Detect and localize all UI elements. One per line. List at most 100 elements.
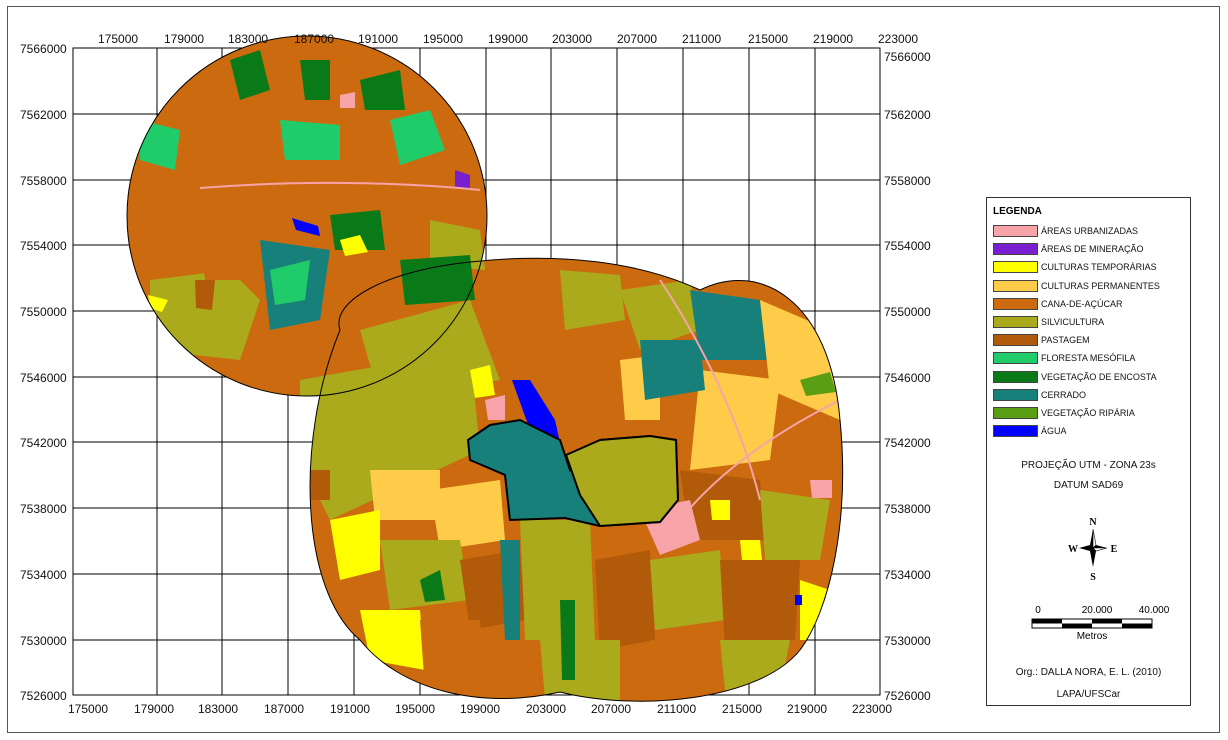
x-tick-bottom: 179000: [134, 702, 174, 716]
legend-label: FLORESTA MESÓFILA: [1041, 353, 1136, 364]
x-tick-bottom: 203000: [526, 702, 566, 716]
legend-item: VEGETAÇÃO RIPÁRIA: [993, 406, 1135, 420]
legend-swatch: [993, 388, 1038, 401]
x-tick-bottom: 199000: [460, 702, 500, 716]
legend-title: LEGENDA: [993, 206, 1042, 217]
x-tick-bottom: 211000: [657, 702, 696, 716]
y-tick-left: 7546000: [20, 371, 67, 385]
x-axis-bottom: 175000 179000 183000 187000 191000 19500…: [68, 702, 892, 716]
y-tick-left: 7538000: [20, 502, 67, 516]
legend-swatch: [993, 316, 1038, 328]
institution-credit: LAPA/UFSCar: [1056, 689, 1121, 700]
legend-label: ÁGUA: [1041, 426, 1067, 437]
x-tick-bottom: 175000: [68, 702, 108, 716]
x-tick-top: 179000: [164, 32, 204, 46]
y-tick-right: 7558000: [884, 174, 931, 188]
y-tick-left: 7530000: [20, 634, 67, 648]
datum-label: DATUM SAD69: [1053, 480, 1124, 491]
y-tick-left: 7534000: [20, 568, 67, 582]
x-tick-top: 187000: [294, 32, 334, 46]
legend-item: SILVICULTURA: [993, 315, 1104, 329]
y-tick-left: 7550000: [20, 305, 67, 319]
x-tick-top: 175000: [98, 32, 138, 46]
y-tick-right: 7546000: [884, 371, 931, 385]
legend-swatch: [993, 352, 1038, 365]
y-axis-left: 7566000 7562000 7558000 7554000 7550000 …: [20, 42, 67, 703]
x-tick-top: 183000: [228, 32, 268, 46]
legend-item: PASTAGEM: [993, 333, 1090, 347]
y-tick-left: 7566000: [20, 42, 67, 56]
x-tick-top: 203000: [552, 32, 592, 46]
legend-swatch: [993, 407, 1038, 419]
y-tick-right: 7538000: [884, 502, 931, 516]
legend-item: CULTURAS PERMANENTES: [993, 279, 1160, 293]
y-tick-left: 7526000: [20, 689, 67, 703]
x-tick-bottom: 183000: [198, 702, 238, 716]
north-arrow-icon: N W E S: [1068, 517, 1118, 583]
legend-label: VEGETAÇÃO RIPÁRIA: [1041, 408, 1135, 418]
y-tick-right: 7534000: [884, 568, 931, 582]
legend-label: CERRADO: [1041, 389, 1087, 400]
legend-swatch: [993, 243, 1038, 256]
legend-label: CULTURAS TEMPORÁRIAS: [1041, 262, 1157, 273]
legend-label: CULTURAS PERMANENTES: [1041, 280, 1160, 291]
legend-label: ÁREAS URBANIZADAS: [1041, 226, 1139, 236]
legend-label: SILVICULTURA: [1041, 317, 1105, 327]
y-tick-left: 7558000: [20, 174, 67, 188]
legend-swatch: [993, 334, 1038, 347]
x-tick-bottom: 191000: [330, 702, 370, 716]
y-tick-left: 7554000: [20, 239, 67, 253]
land-use-layer: [127, 36, 843, 702]
y-tick-right: 7550000: [884, 305, 931, 319]
x-tick-top: 211000: [682, 32, 721, 46]
y-tick-right: 7554000: [884, 239, 931, 253]
compass-s: S: [1090, 572, 1096, 583]
x-tick-bottom: 195000: [395, 702, 435, 716]
x-tick-top: 223000: [878, 32, 918, 46]
author-credit: Org.: DALLA NORA, E. L. (2010): [1015, 667, 1162, 678]
x-tick-bottom: 223000: [852, 702, 892, 716]
scale-label-40000: 40.000: [1139, 605, 1170, 616]
y-axis-right: 7566000 7562000 7558000 7554000 7550000 …: [884, 50, 931, 703]
legend-item: ÁREAS DE MINERAÇÃO: [993, 242, 1144, 256]
legend-label: CANA-DE-AÇÚCAR: [1041, 298, 1123, 309]
legend-swatch: [993, 279, 1038, 292]
legend-item: ÁGUA: [993, 424, 1067, 438]
y-tick-right: 7566000: [884, 50, 931, 64]
x-tick-top: 215000: [748, 32, 788, 46]
x-tick-top: 191000: [358, 32, 398, 46]
legend-swatch: [993, 425, 1038, 438]
x-tick-top: 195000: [423, 32, 463, 46]
legend-item: CERRADO: [993, 388, 1086, 402]
y-tick-right: 7526000: [884, 689, 931, 703]
x-tick-bottom: 219000: [787, 702, 827, 716]
compass-w: W: [1068, 544, 1078, 555]
y-tick-right: 7530000: [884, 634, 931, 648]
x-tick-top: 219000: [813, 32, 853, 46]
legend-swatch: [993, 297, 1038, 310]
legend-label: ÁREAS DE MINERAÇÃO: [1041, 244, 1144, 255]
legend-label: VEGETAÇÃO DE ENCOSTA: [1041, 371, 1157, 382]
scale-unit: Metros: [1077, 631, 1108, 642]
y-tick-left: 7562000: [20, 108, 67, 122]
legend-label: PASTAGEM: [1041, 335, 1090, 346]
study-area-boundary: [466, 418, 680, 528]
y-tick-right: 7562000: [884, 108, 931, 122]
legend-swatch: [993, 225, 1038, 237]
projection-label: PROJEÇÃO UTM - ZONA 23s: [1021, 460, 1156, 471]
compass-e: E: [1111, 544, 1118, 555]
x-tick-bottom: 187000: [264, 702, 304, 716]
compass-n: N: [1089, 517, 1097, 528]
legend-item: CULTURAS TEMPORÁRIAS: [993, 260, 1157, 274]
legend-item: ÁREAS URBANIZADAS: [993, 224, 1138, 238]
legend-item: CANA-DE-AÇÚCAR: [993, 297, 1123, 311]
legend-swatch: [993, 261, 1038, 274]
scale-bar: 0 20.000 40.000 Metros: [1031, 605, 1170, 642]
scale-label-20000: 20.000: [1082, 605, 1113, 616]
y-tick-right: 7542000: [884, 436, 931, 450]
outer-boundary: [126, 35, 844, 702]
y-tick-left: 7542000: [20, 436, 67, 450]
x-tick-top: 199000: [488, 32, 528, 46]
map-frame: [7, 6, 1220, 733]
